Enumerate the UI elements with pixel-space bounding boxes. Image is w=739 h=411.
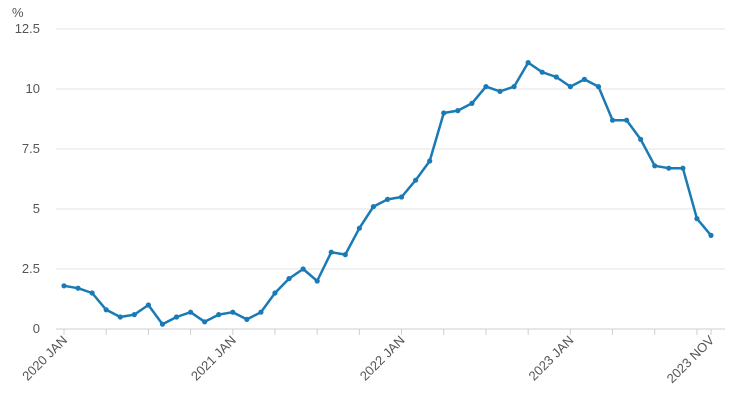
data-point[interactable]	[497, 88, 503, 94]
y-tick-label: 2.5	[22, 261, 40, 276]
data-point[interactable]	[455, 108, 461, 114]
data-point[interactable]	[652, 163, 658, 169]
y-tick-label: 10	[26, 81, 40, 96]
data-point[interactable]	[441, 110, 447, 116]
data-point[interactable]	[609, 117, 616, 123]
series-line	[62, 61, 713, 326]
y-tick-label: 0	[33, 321, 40, 336]
data-point[interactable]	[525, 60, 531, 66]
data-point[interactable]	[356, 225, 362, 231]
data-point[interactable]	[553, 74, 559, 80]
data-point[interactable]	[131, 312, 137, 318]
data-point[interactable]	[202, 319, 208, 325]
data-point[interactable]	[398, 194, 405, 200]
x-tick-label: 2023 JAN	[525, 333, 576, 384]
gridlines	[56, 28, 725, 330]
x-tick-label: 2023 NOV	[664, 332, 718, 386]
data-point[interactable]	[61, 283, 67, 289]
y-tick-label: 7.5	[22, 141, 40, 156]
series-group	[61, 60, 714, 327]
data-point[interactable]	[117, 314, 123, 320]
data-point[interactable]	[103, 307, 109, 313]
data-point[interactable]	[145, 302, 151, 308]
data-point[interactable]	[384, 196, 391, 202]
data-point[interactable]	[539, 69, 545, 75]
x-tick-label: 2021 JAN	[188, 333, 239, 384]
data-point[interactable]	[342, 252, 348, 258]
data-point[interactable]	[370, 204, 377, 210]
data-point[interactable]	[638, 136, 644, 142]
data-point[interactable]	[244, 316, 250, 322]
x-tick-label: 2020 JAN	[19, 333, 70, 384]
y-tick-label: 5	[33, 201, 40, 216]
data-point[interactable]	[286, 276, 292, 282]
data-point[interactable]	[469, 100, 475, 106]
data-point[interactable]	[483, 84, 489, 90]
data-point[interactable]	[680, 165, 686, 171]
data-point[interactable]	[173, 314, 180, 320]
x-axis: 2020 JAN 2021 JAN 2022 JAN 2023 JAN 2023 NOV	[19, 329, 717, 386]
data-point[interactable]	[624, 117, 630, 123]
data-point[interactable]	[328, 249, 334, 255]
data-point[interactable]	[595, 84, 602, 90]
data-point[interactable]	[413, 177, 419, 183]
data-point[interactable]	[230, 309, 236, 315]
data-point[interactable]	[300, 266, 306, 272]
data-point[interactable]	[75, 285, 81, 291]
data-point[interactable]	[427, 158, 433, 164]
data-point[interactable]	[216, 312, 222, 318]
data-point[interactable]	[694, 216, 700, 222]
data-point[interactable]	[89, 290, 95, 296]
data-point[interactable]	[258, 309, 264, 315]
data-point[interactable]	[159, 321, 166, 327]
data-point[interactable]	[314, 278, 320, 284]
data-point[interactable]	[708, 232, 714, 238]
data-point[interactable]	[511, 84, 517, 90]
y-axis: % 0 2.5 5 7.5 10 12.5	[12, 5, 40, 336]
data-point[interactable]	[567, 84, 573, 90]
data-point[interactable]	[272, 290, 278, 296]
data-point[interactable]	[666, 165, 672, 171]
y-axis-unit-label: %	[12, 5, 24, 20]
data-point[interactable]	[581, 76, 588, 82]
data-point[interactable]	[187, 309, 194, 315]
y-tick-label: 12.5	[15, 21, 40, 36]
x-tick-label: 2022 JAN	[357, 333, 408, 384]
